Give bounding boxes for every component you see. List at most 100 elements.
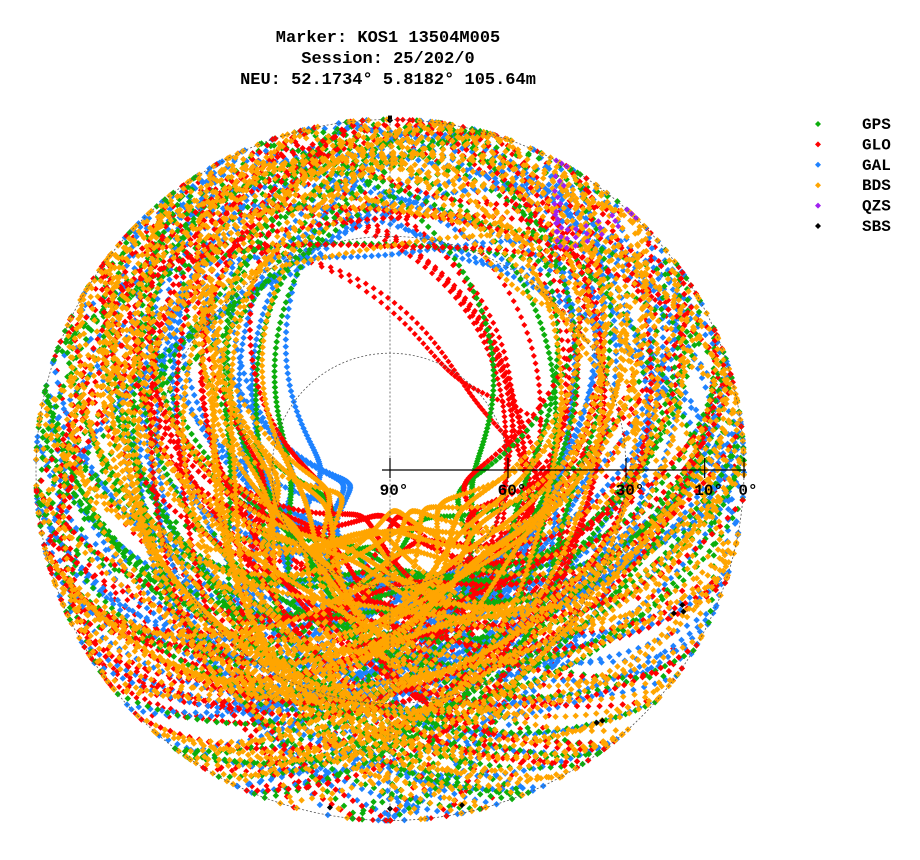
track-point (116, 683, 123, 690)
track-point (414, 258, 421, 265)
track-point (457, 301, 464, 308)
track-point (505, 721, 513, 729)
track-point (500, 510, 507, 517)
track-point (478, 333, 485, 340)
track-point (377, 289, 384, 296)
track-point (497, 387, 504, 394)
track-point (498, 392, 505, 399)
track-point (282, 328, 290, 336)
track-point (441, 282, 448, 289)
track-point (141, 696, 148, 703)
track-point (535, 382, 542, 389)
track-point (475, 387, 482, 394)
track-point (203, 709, 210, 716)
track-point (418, 325, 425, 332)
track-point (431, 339, 438, 346)
track-point (384, 304, 391, 311)
track-point (408, 315, 415, 322)
track-point (501, 413, 508, 420)
track-point (128, 690, 135, 697)
track-point (397, 304, 404, 311)
track-point (284, 370, 291, 377)
track-point (467, 301, 474, 308)
track-point (517, 725, 524, 732)
track-point (516, 419, 523, 426)
track-point (181, 709, 188, 716)
track-point (391, 299, 398, 306)
track-point (500, 408, 507, 415)
track-point (374, 222, 381, 229)
track-point (524, 410, 531, 417)
track-point (532, 360, 539, 367)
track-point (367, 789, 374, 796)
track-point (424, 344, 431, 351)
satellite-tracks (32, 116, 748, 824)
track-point (287, 387, 295, 395)
track-point (363, 288, 370, 295)
track-point (318, 263, 325, 270)
track-point (431, 353, 438, 360)
track-point (466, 383, 473, 390)
track-point (500, 403, 507, 410)
chart-title: Marker: KOS1 13504M005 Session: 25/202/0… (0, 28, 776, 91)
track-point (133, 694, 140, 701)
track-point (241, 328, 249, 335)
track-point (506, 290, 513, 297)
track-point (282, 350, 290, 357)
track-point (236, 376, 243, 383)
track-point (457, 288, 464, 295)
track-point (474, 326, 481, 333)
title-position: NEU: 52.1734° 5.8182° 105.64m (0, 70, 776, 91)
track-point (609, 658, 617, 666)
track-point (445, 367, 452, 374)
track-point (427, 335, 434, 342)
track-point (428, 349, 435, 356)
track-point (481, 339, 488, 346)
track-point (293, 564, 300, 571)
track-point (513, 408, 520, 415)
track-point (363, 228, 370, 235)
track-point (438, 360, 445, 367)
track-point (154, 701, 161, 708)
track-point (282, 336, 290, 343)
title-session: Session: 25/202/0 (0, 49, 776, 70)
track-point (501, 418, 508, 425)
track-point (519, 439, 526, 446)
track-point (289, 393, 296, 400)
track-point (515, 447, 522, 454)
track-point (498, 341, 505, 348)
track-point (529, 783, 537, 791)
track-point (471, 307, 478, 314)
track-point (490, 319, 497, 326)
track-point (603, 473, 610, 480)
track-point (525, 433, 532, 440)
track-point (378, 299, 385, 306)
track-point (448, 370, 455, 377)
track-point (438, 349, 445, 356)
track-point (393, 236, 400, 243)
track-point (285, 376, 292, 383)
track-point (466, 314, 473, 321)
track-point (448, 362, 455, 369)
track-point (486, 312, 493, 319)
track-point (560, 346, 567, 353)
track-point (432, 264, 439, 271)
track-point (502, 423, 509, 430)
track-point (283, 321, 290, 328)
track-point (240, 334, 247, 342)
track-point (338, 273, 345, 280)
track-point (502, 428, 509, 435)
track-point (429, 270, 436, 277)
track-point (455, 375, 462, 382)
track-point (459, 378, 466, 385)
track-point (533, 367, 540, 374)
track-point (372, 232, 379, 239)
track-point (451, 373, 458, 380)
track-point (150, 595, 157, 602)
track-point (500, 348, 507, 355)
track-point (328, 268, 335, 275)
track-point (526, 337, 533, 344)
track-point (435, 276, 442, 283)
track-point (92, 540, 99, 548)
